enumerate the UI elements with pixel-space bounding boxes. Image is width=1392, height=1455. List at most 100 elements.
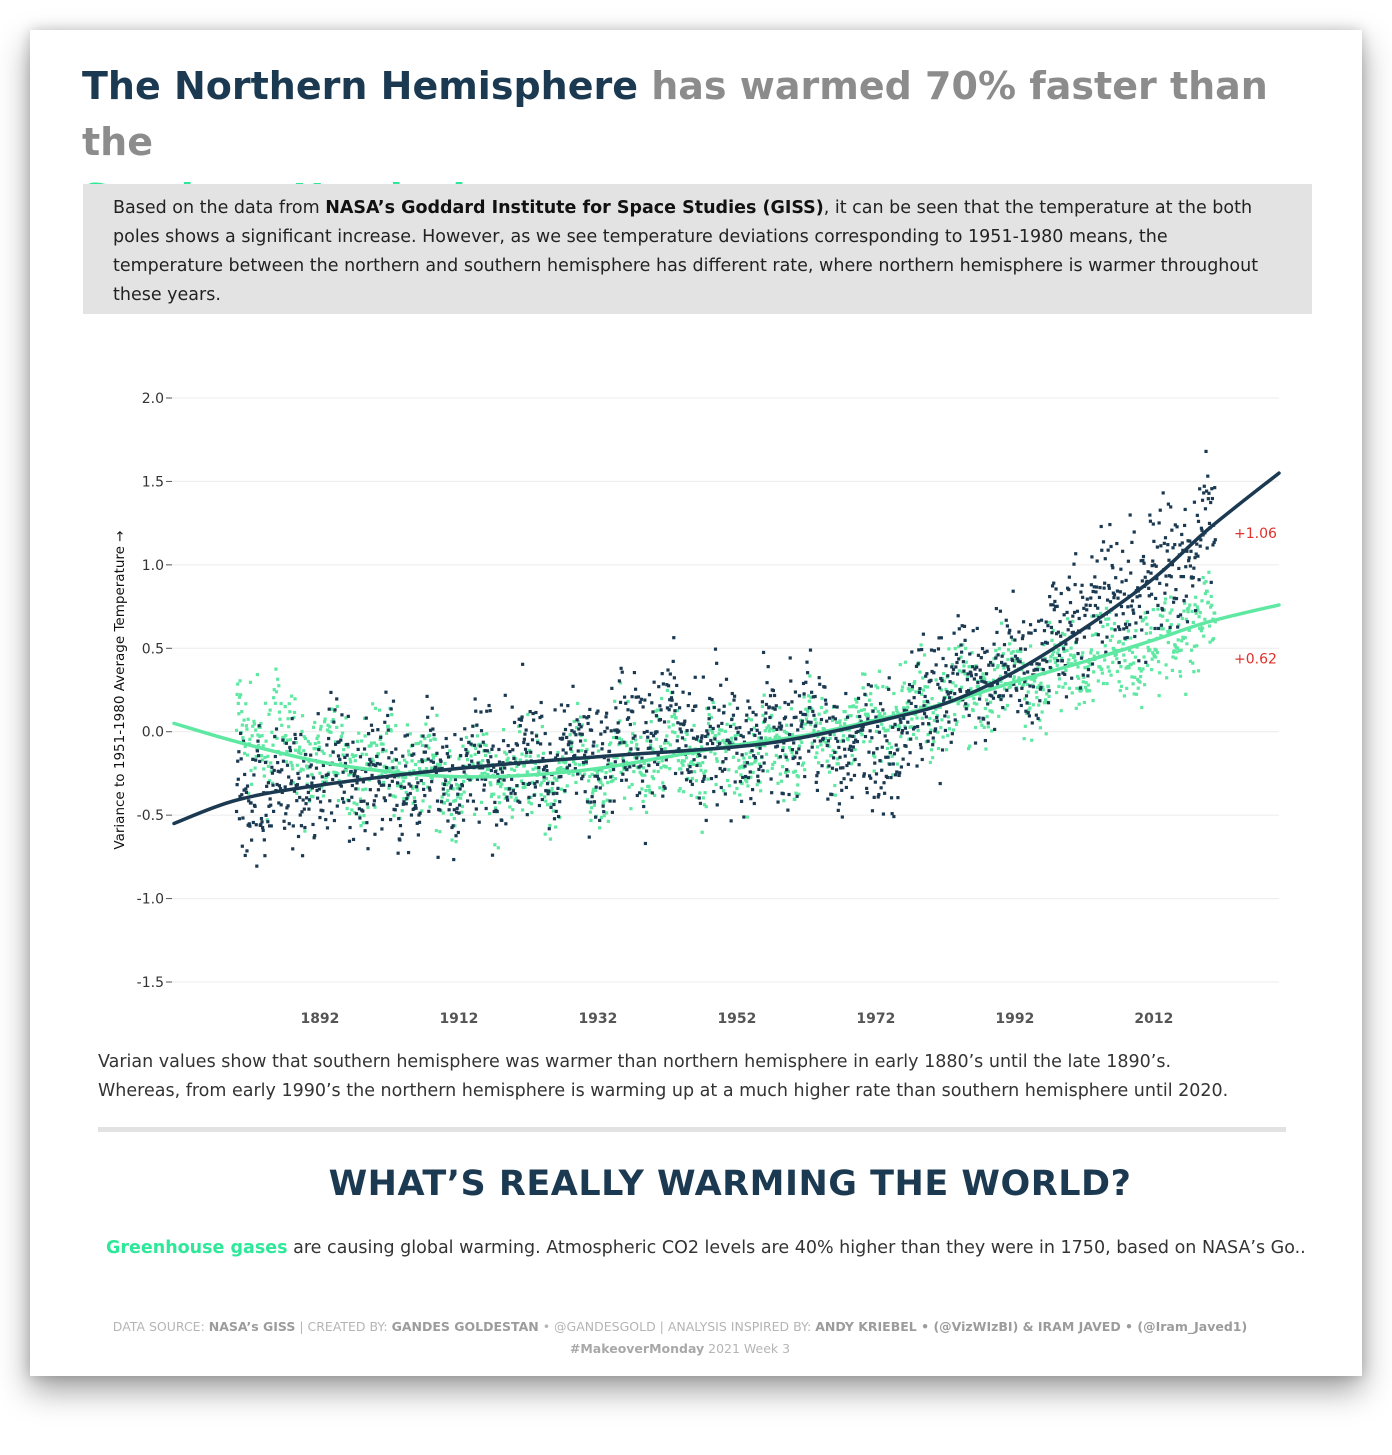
north-point <box>321 763 326 768</box>
north-point <box>455 806 459 810</box>
south-point <box>694 779 698 783</box>
south-point <box>1162 608 1166 612</box>
north-point <box>937 636 941 640</box>
north-point <box>910 684 915 689</box>
north-point <box>898 717 902 722</box>
south-point <box>988 700 993 704</box>
south-point <box>583 772 587 776</box>
south-point <box>642 761 646 765</box>
south-point <box>1067 686 1071 690</box>
north-point <box>508 749 512 754</box>
south-point <box>461 744 465 748</box>
south-point <box>1111 660 1115 664</box>
north-point <box>812 713 816 717</box>
north-point <box>1059 591 1063 596</box>
north-point <box>340 797 345 801</box>
north-point <box>1153 626 1157 631</box>
north-point <box>932 671 936 675</box>
south-point <box>1177 623 1181 627</box>
south-point <box>1125 620 1129 624</box>
north-point <box>825 743 829 748</box>
south-point <box>697 738 701 743</box>
north-point <box>365 821 369 825</box>
north-point <box>447 808 451 812</box>
north-point <box>917 648 921 652</box>
south-point <box>978 693 982 697</box>
north-point <box>669 704 673 708</box>
north-point <box>342 800 346 804</box>
north-point <box>931 743 935 747</box>
north-point <box>866 717 870 721</box>
north-point <box>536 741 540 745</box>
south-point <box>563 761 568 765</box>
north-point <box>416 781 420 785</box>
south-point <box>404 790 408 794</box>
south-point <box>488 812 492 816</box>
north-point <box>500 818 504 823</box>
north-point <box>459 754 463 758</box>
south-point <box>238 679 242 683</box>
south-point <box>763 729 767 733</box>
north-point <box>1134 621 1138 625</box>
south-point <box>528 754 532 758</box>
north-point <box>891 725 895 729</box>
north-point <box>273 734 277 739</box>
north-point <box>783 715 788 719</box>
north-point <box>825 719 829 723</box>
north-point <box>431 727 435 731</box>
south-point <box>863 672 867 676</box>
north-point <box>1197 578 1201 582</box>
north-point <box>713 737 717 741</box>
north-point <box>261 825 265 830</box>
south-point <box>1073 659 1077 663</box>
south-point <box>570 749 574 754</box>
south-point <box>735 732 740 737</box>
south-point <box>268 708 272 712</box>
north-point <box>526 742 530 746</box>
north-point <box>1043 658 1047 662</box>
north-point <box>1167 558 1171 562</box>
north-point <box>837 802 842 806</box>
south-point <box>1175 650 1179 654</box>
north-point <box>1213 538 1217 542</box>
north-point <box>1047 689 1051 693</box>
south-point <box>720 728 724 732</box>
north-point <box>957 657 961 661</box>
south-point <box>328 754 332 758</box>
north-point <box>1139 559 1143 563</box>
north-point <box>773 707 777 711</box>
north-point <box>1132 530 1136 534</box>
south-point <box>328 725 332 729</box>
south-point <box>717 732 721 736</box>
north-point <box>533 785 537 789</box>
north-point <box>809 720 813 724</box>
north-point <box>603 775 608 780</box>
north-point <box>415 821 419 825</box>
south-point <box>1001 652 1005 656</box>
south-point <box>387 766 392 771</box>
south-point <box>433 737 437 741</box>
north-point <box>844 691 848 696</box>
north-point <box>836 808 840 813</box>
x-axis-ticks: 1892 1912 1932 1952 1972 1992 2012 <box>300 1011 1173 1027</box>
north-point <box>1085 608 1089 612</box>
north-point <box>410 753 414 757</box>
south-point <box>899 735 903 739</box>
south-point <box>1018 657 1022 662</box>
north-point <box>427 786 432 790</box>
south-point <box>770 713 774 718</box>
north-point <box>563 789 567 793</box>
north-point <box>835 705 839 709</box>
north-point <box>726 738 730 742</box>
south-point <box>545 803 550 807</box>
north-point <box>1127 623 1132 627</box>
south-point <box>1188 659 1192 663</box>
south-point <box>405 723 409 727</box>
south-point <box>539 793 543 797</box>
north-point <box>362 799 366 803</box>
south-point <box>263 701 268 705</box>
north-point <box>404 764 408 768</box>
north-point <box>744 774 748 779</box>
south-point <box>880 722 884 726</box>
north-point <box>1125 625 1129 630</box>
